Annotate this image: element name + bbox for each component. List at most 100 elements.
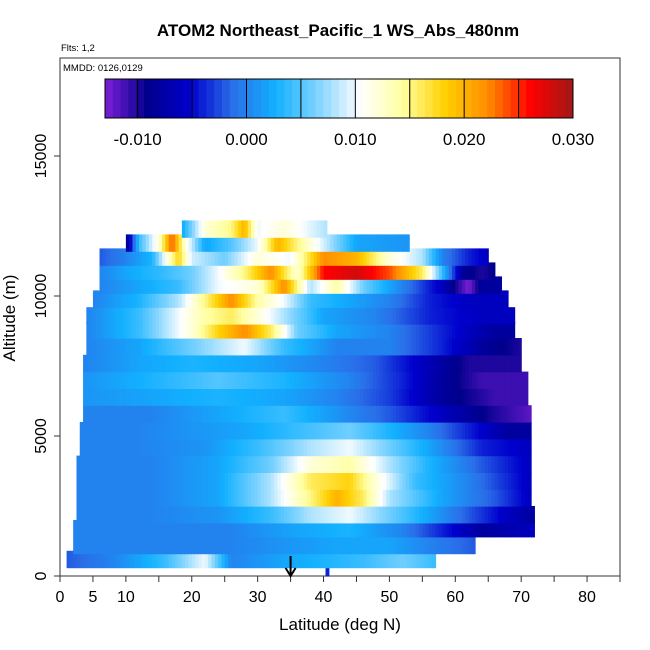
heatmap-cell [145, 290, 150, 308]
heatmap-cell [412, 472, 417, 490]
heatmap-cell [303, 220, 308, 238]
heatmap-cell [162, 234, 167, 252]
heatmap-cell [214, 276, 219, 294]
heatmap-cell [132, 489, 137, 507]
heatmap-cell [478, 354, 483, 373]
heatmap-cell [435, 338, 440, 356]
heatmap-cell [185, 472, 190, 490]
heatmap-cell [409, 388, 414, 406]
heatmap-cell [188, 321, 193, 339]
heatmap-cell [419, 388, 423, 406]
heatmap-cell [293, 307, 298, 325]
heatmap-cell [498, 506, 503, 524]
heatmap-cell [234, 371, 239, 389]
heatmap-cell [356, 234, 361, 252]
heatmap-cell [152, 489, 157, 507]
heatmap-cell [445, 338, 450, 356]
colorbar-tick-label: 0.000 [225, 130, 268, 149]
heatmap-cell [359, 455, 364, 473]
heatmap-cell [181, 536, 186, 555]
heatmap-cell [162, 290, 167, 308]
heatmap-cell [178, 354, 183, 373]
heatmap-cell [461, 338, 466, 356]
heatmap-cell [376, 438, 381, 457]
heatmap-cell [508, 422, 512, 440]
heatmap-cell [297, 422, 302, 440]
heatmap-cell [168, 472, 173, 490]
colorbar-swatch [183, 79, 192, 118]
heatmap-cell [422, 388, 427, 406]
heatmap-cell [448, 536, 453, 555]
heatmap-cell [267, 307, 272, 325]
heatmap-cell [376, 506, 381, 524]
heatmap-cell [274, 290, 279, 308]
heatmap-cell [158, 405, 163, 423]
heatmap-cell [158, 520, 163, 538]
heatmap-cell [511, 472, 516, 490]
heatmap-cell [399, 489, 404, 507]
heatmap-cell [211, 371, 216, 389]
heatmap-cell [386, 276, 391, 294]
heatmap-cell [290, 220, 295, 238]
heatmap-cell [445, 536, 450, 555]
heatmap-cell [310, 388, 315, 406]
heatmap-cell [323, 290, 328, 308]
heatmap-cell [382, 455, 387, 473]
heatmap-cell [356, 550, 361, 569]
heatmap-cell [330, 262, 335, 280]
heatmap-cell [89, 506, 94, 524]
heatmap-cell [405, 307, 410, 325]
heatmap-band [76, 472, 532, 490]
heatmap-cell [399, 338, 404, 356]
heatmap-cell [432, 489, 437, 507]
heatmap-band [76, 455, 532, 473]
heatmap-cell [287, 371, 292, 389]
heatmap-cell [158, 276, 163, 294]
heatmap-cell [297, 388, 302, 406]
heatmap-cell [142, 422, 147, 440]
heatmap-cell [323, 422, 328, 440]
colorbar: -0.010 0.000 0.010 0.020 0.030 [104, 78, 594, 149]
heatmap-cell [96, 338, 101, 356]
heatmap-cell [316, 506, 321, 524]
heatmap-cell [452, 321, 456, 339]
heatmap-cell [471, 321, 476, 339]
heatmap-cell [478, 455, 483, 473]
heatmap-cell [135, 422, 140, 440]
heatmap-cell [112, 536, 117, 555]
heatmap-cell [438, 472, 443, 490]
heatmap-cell [442, 438, 447, 457]
heatmap-cell [363, 405, 367, 423]
heatmap-cell [310, 234, 315, 252]
heatmap-cell [297, 338, 302, 356]
heatmap-cell [172, 307, 176, 325]
heatmap-cell [181, 455, 186, 473]
heatmap-cell [471, 371, 476, 389]
heatmap-cell [349, 489, 354, 507]
colorbar-swatch [136, 79, 145, 118]
heatmap-cell [402, 234, 407, 252]
colorbar-swatch [417, 79, 426, 118]
heatmap-cell [320, 321, 325, 339]
heatmap-cell [277, 354, 282, 373]
heatmap-cell [524, 506, 529, 524]
heatmap-cell [86, 307, 91, 325]
heatmap-cell [231, 276, 236, 294]
heatmap-cell [228, 455, 232, 473]
heatmap-cell [234, 338, 239, 356]
heatmap-cell [428, 489, 433, 507]
heatmap-cell [336, 520, 341, 538]
heatmap-cell [191, 506, 196, 524]
heatmap-cell [106, 321, 111, 339]
heatmap-cell [267, 220, 272, 238]
heatmap-cell [468, 472, 473, 490]
heatmap-cell [422, 455, 427, 473]
heatmap-cell [396, 307, 400, 325]
heatmap-cell [300, 455, 305, 473]
heatmap-cell [458, 405, 463, 423]
latitude-marker-arrow [284, 556, 297, 578]
heatmap-cell [293, 388, 298, 406]
heatmap-cell [152, 307, 157, 325]
heatmap-cell [277, 220, 282, 238]
heatmap-cell [366, 422, 371, 440]
